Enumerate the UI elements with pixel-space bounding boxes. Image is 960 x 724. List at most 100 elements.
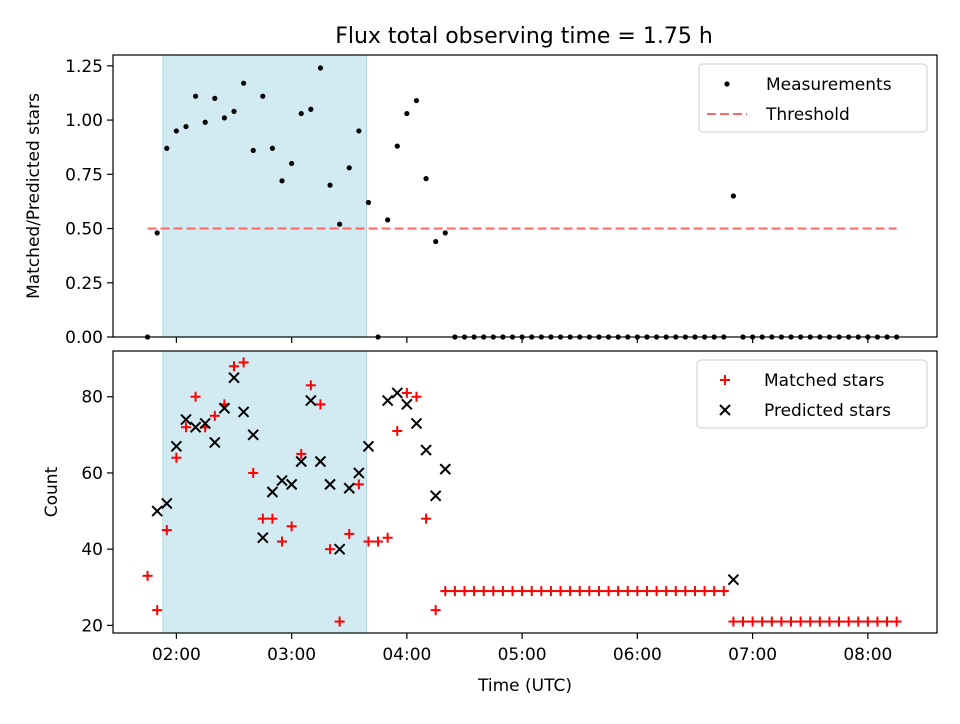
matched-star-marker [622,586,633,597]
x-tick-label: 05:00 [498,645,547,665]
y-tick-label: 60 [81,464,103,484]
matched-star-marker [277,536,288,547]
predicted-star-marker [218,402,231,414]
y-tick-label: 0.25 [65,274,103,294]
matched-star-marker [430,605,441,616]
legend-marker-measurements [724,81,730,87]
predicted-star-marker [247,429,259,441]
predicted-star-marker-b [410,417,423,430]
y-axis-label: Count [42,466,62,517]
matched-star-marker [757,616,768,627]
predicted-star-marker [333,543,346,555]
observing-span [162,350,368,634]
matched-star-marker [584,586,595,597]
predicted-star-marker-b [362,440,375,452]
measurement-point [289,160,295,167]
measurement-point [154,230,160,236]
matched-star-marker [440,586,451,597]
predicted-star-marker-b [439,463,451,475]
matched-star-marker [478,586,489,597]
matched-star-marker [209,410,220,421]
predicted-star-marker [228,371,240,384]
predicted-star-marker [420,444,432,456]
matched-star-marker [747,616,758,627]
predicted-star-marker-b [391,387,403,399]
predicted-star-marker-b [257,532,269,544]
matched-star-marker [843,616,854,627]
predicted-star-marker [727,573,740,586]
legend-label: Matched stars [764,371,884,391]
measurement-point [202,119,208,125]
measurement-point [433,238,439,245]
legend-label: Threshold [765,105,850,125]
matched-star-marker [680,586,691,597]
predicted-star-marker [161,497,173,510]
axes-frame [112,54,938,338]
predicted-star-marker [439,463,451,475]
legend: Matched stars Predicted stars [696,359,928,429]
matched-star-marker [805,616,816,627]
predicted-star-marker [151,505,163,517]
predicted-star-marker-b [189,421,202,433]
y-axis-label: Matched/Predicted stars [24,93,44,299]
predicted-star-marker [343,482,355,494]
matched-star-marker [517,586,528,597]
x-tick-label: 03:00 [267,645,316,665]
measurement-point [308,106,314,112]
predicted-star-marker [276,474,288,487]
predicted-star-marker [324,478,336,491]
measurement-point [413,97,420,104]
measurement-point [365,199,372,206]
measurement-point [442,230,448,236]
matched-star-marker [555,586,566,597]
matched-star-marker [786,616,797,627]
matched-star-marker [853,616,864,627]
matched-star-marker [593,586,604,597]
predicted-star-marker [391,387,403,399]
matched-star-marker [613,586,624,597]
predicted-star-marker-b [237,406,250,418]
matched-star-marker [267,513,278,524]
matched-star-marker [161,525,172,536]
predicted-star-marker [170,440,183,452]
predicted-star-marker-b [314,455,327,468]
measurement-point [279,178,285,184]
legend: Measurements Threshold [698,63,928,133]
matched-star-marker [699,586,710,597]
matched-star-marker [718,586,729,597]
matched-star-marker [766,616,777,627]
predicted-star-marker [314,455,327,468]
matched-star-marker [190,391,201,402]
y-tick-label: 1.00 [65,111,103,131]
y-tick-label: 20 [81,616,103,636]
predicted-star-marker [189,421,202,433]
predicted-star-marker-b [285,478,298,491]
measurement-point [385,217,391,223]
axes-frame [112,350,938,634]
predicted-star-marker [381,394,394,407]
matched-star-marker [334,616,345,627]
matched-star-marker [536,586,547,597]
measurement-point [269,145,276,151]
matched-star-marker [709,586,720,597]
matched-star-marker [392,426,403,437]
y-tick-label: 0.00 [65,328,103,348]
predicted-star-marker-b [295,455,307,468]
predicted-star-marker [180,413,192,426]
legend-box [698,63,928,133]
matched-star-marker [248,467,259,478]
matched-star-marker [872,616,883,627]
matched-star-marker [834,616,845,627]
measurement-point [327,182,333,188]
matched-star-marker [882,616,893,627]
predicted-star-marker [199,417,211,430]
top-panel: 0.00 0.25 0.50 0.75 1.00 1.25 Matched/Predicte… [24,54,938,348]
matched-star-marker [238,357,249,368]
matched-star-marker [353,479,364,490]
predicted-star-marker-b [353,467,365,479]
legend-marker-predicted-b [719,404,731,416]
predicted-star-marker [401,398,413,411]
predicted-star-marker-b [343,482,355,494]
measurement-point [337,221,343,227]
predicted-star-marker-b [381,394,394,407]
